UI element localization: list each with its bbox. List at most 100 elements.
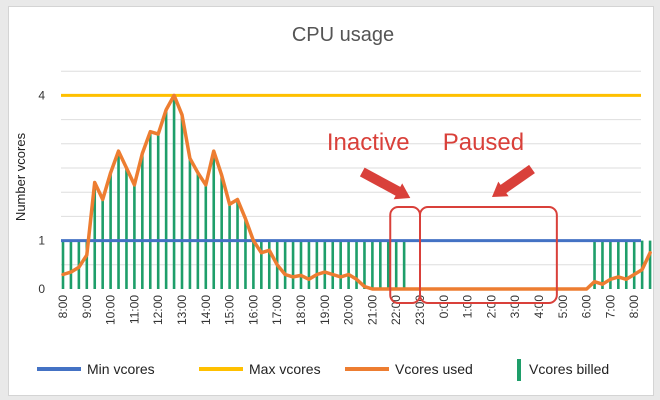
x-tick-label: 5:00 xyxy=(556,295,570,319)
legend-label-max-vcores: Max vcores xyxy=(249,361,321,377)
billed-bar xyxy=(315,240,319,289)
billed-bar xyxy=(339,240,342,289)
billed-bar xyxy=(347,240,350,289)
billed-bar xyxy=(331,240,335,289)
billed-bar xyxy=(141,153,144,289)
x-tick-labels: 8:00 9:00 10:00 11:00 12:00 13:00 14:00 15:00 16… xyxy=(56,295,641,325)
legend-label-min-vcores: Min vcores xyxy=(87,361,155,377)
cpu-usage-chart: CPU usage Number vcores 0 1 4 8:00 9:00 10:0… xyxy=(13,24,652,381)
x-tick-label: 18:00 xyxy=(294,295,308,325)
billed-bar xyxy=(69,240,73,289)
billed-bar xyxy=(593,240,596,289)
billed-bar xyxy=(267,240,271,289)
billed-bars xyxy=(61,95,652,290)
inactive-label: Inactive xyxy=(327,129,410,156)
x-tick-label: 21:00 xyxy=(365,295,379,325)
paused-label: Paused xyxy=(443,129,524,156)
billed-bar xyxy=(323,240,327,289)
billed-bar xyxy=(252,240,255,289)
billed-bar xyxy=(109,172,112,289)
billed-bar xyxy=(148,131,152,289)
billed-bar xyxy=(260,240,263,289)
billed-bar xyxy=(133,184,136,289)
billed-bar xyxy=(93,182,97,289)
x-tick-label: 6:00 xyxy=(580,295,594,319)
x-tick-label: 8:00 xyxy=(627,295,641,319)
billed-bar xyxy=(632,240,636,289)
used-line xyxy=(61,93,652,291)
billed-bar xyxy=(220,175,223,289)
billed-bar xyxy=(609,240,612,289)
billed-bar xyxy=(117,151,120,289)
billed-bar xyxy=(601,240,604,289)
billed-bar xyxy=(379,240,382,289)
billed-bar xyxy=(172,95,176,290)
billed-bar xyxy=(640,240,644,289)
billed-bar xyxy=(101,199,104,289)
x-tick-label: 14:00 xyxy=(199,295,213,325)
y-axis-label: Number vcores xyxy=(13,132,28,221)
x-tick-label: 7:00 xyxy=(603,295,617,319)
x-tick-label: 2:00 xyxy=(484,295,498,319)
billed-bar xyxy=(394,240,398,289)
x-tick-label: 16:00 xyxy=(246,295,260,325)
x-tick-label: 23:00 xyxy=(413,295,427,325)
x-tick-label: 1:00 xyxy=(461,295,475,319)
billed-bar xyxy=(180,114,184,289)
paused-arrow xyxy=(492,164,535,197)
billed-bar xyxy=(363,240,366,289)
billed-bar xyxy=(617,240,620,289)
x-tick-label: 4:00 xyxy=(532,295,546,319)
billed-bar xyxy=(228,204,231,289)
billed-bar xyxy=(648,240,652,289)
x-tick-label: 12:00 xyxy=(151,295,165,325)
annotations: Inactive Paused xyxy=(327,129,558,304)
y-tick-label: 4 xyxy=(38,88,45,102)
legend-label-vcores-billed: Vcores billed xyxy=(529,361,609,377)
chart-title: CPU usage xyxy=(292,24,394,46)
x-tick-label: 13:00 xyxy=(175,295,189,325)
billed-bar xyxy=(204,184,208,289)
x-tick-label: 20:00 xyxy=(342,295,356,325)
x-tick-label: 8:00 xyxy=(56,295,70,319)
billed-bar xyxy=(624,240,628,289)
x-tick-label: 3:00 xyxy=(508,295,522,319)
billed-bar xyxy=(125,168,128,289)
x-tick-label: 17:00 xyxy=(270,295,284,325)
billed-bar xyxy=(212,151,216,289)
billed-bar xyxy=(307,240,311,289)
billed-bar xyxy=(402,240,406,289)
x-tick-label: 10:00 xyxy=(104,295,118,325)
billed-bar xyxy=(299,240,303,289)
legend-label-vcores-used: Vcores used xyxy=(395,361,473,377)
billed-bar xyxy=(61,240,65,289)
legend: Min vcores Max vcores Vcores used Vcores bi… xyxy=(37,359,609,381)
x-tick-label: 0:00 xyxy=(437,295,451,319)
y-tick-label: 0 xyxy=(38,282,45,296)
x-tick-label: 15:00 xyxy=(223,295,237,325)
chart-frame: CPU usage Number vcores 0 1 4 8:00 9:00 10:0… xyxy=(8,6,654,396)
billed-bar xyxy=(244,218,247,289)
gridlines xyxy=(61,70,641,266)
vcores-used-series-line xyxy=(61,93,652,291)
billed-bar xyxy=(283,240,287,289)
inactive-arrow xyxy=(359,167,411,200)
billed-bar xyxy=(236,199,239,289)
billed-bar xyxy=(355,240,358,289)
billed-bar xyxy=(386,240,390,289)
billed-bar xyxy=(371,240,374,289)
billed-bar xyxy=(188,158,192,289)
y-tick-label: 1 xyxy=(38,234,45,248)
billed-bar xyxy=(164,109,168,289)
x-tick-label: 9:00 xyxy=(80,295,94,319)
paused-box xyxy=(419,206,558,304)
billed-bar xyxy=(85,240,89,289)
x-tick-label: 11:00 xyxy=(127,295,141,324)
billed-bar xyxy=(156,134,160,289)
reference-lines xyxy=(61,93,641,243)
billed-bar xyxy=(196,172,200,289)
legend-swatch-vcores-billed xyxy=(517,359,521,381)
y-tick-labels: 0 1 4 xyxy=(38,88,45,296)
x-tick-label: 19:00 xyxy=(318,295,332,325)
billed-bar xyxy=(291,240,295,289)
